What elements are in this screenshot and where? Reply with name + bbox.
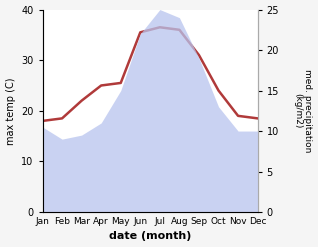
X-axis label: date (month): date (month) [109, 231, 191, 242]
Y-axis label: med. precipitation
(kg/m2): med. precipitation (kg/m2) [293, 69, 313, 152]
Y-axis label: max temp (C): max temp (C) [5, 77, 16, 144]
